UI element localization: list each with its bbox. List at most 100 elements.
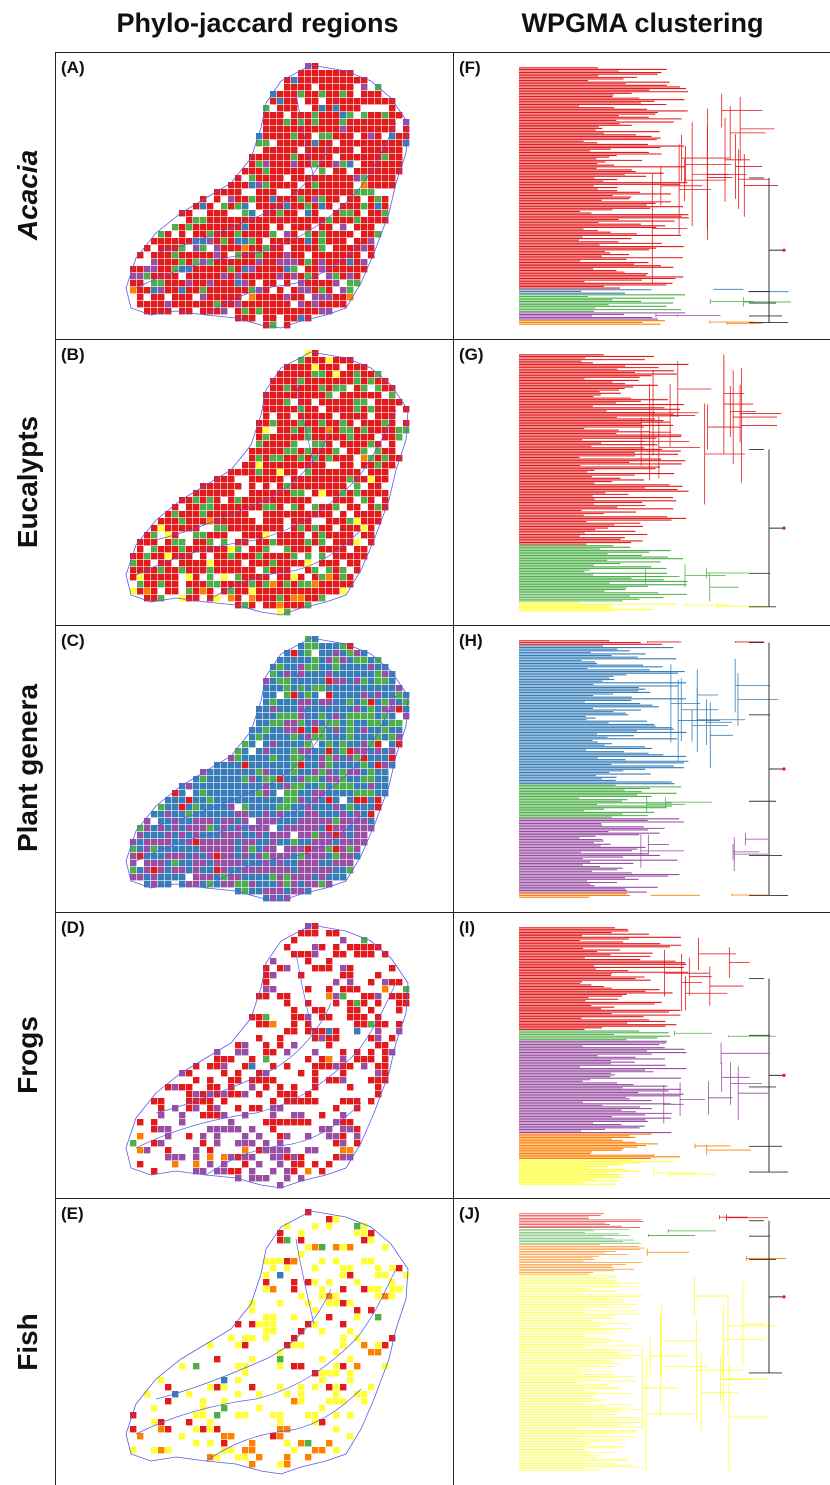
clade-orange [519,893,769,898]
clade-green [519,294,792,312]
row-label: Fish [0,1198,56,1485]
catchment-outline [125,64,409,329]
figure-grid: (A) (F) (B) (G) (C) (H) (D) (I) (E) (J) [55,52,830,1485]
clade-orange [519,1244,787,1275]
row-label-text: Frogs [12,1016,43,1094]
panel-letter: (J) [459,1204,480,1224]
panel-letter: (H) [459,631,483,651]
dendrogram-panel: (G) [453,338,830,626]
row-label-text: Fish [12,1312,43,1371]
catchment-outline [125,637,409,902]
clade-red [519,640,765,646]
map-grid-cells [130,636,410,902]
river-line [155,142,332,254]
dendrogram-panel: (J) [453,1198,830,1485]
clade-green [519,1030,776,1041]
root-marker [782,526,786,530]
tree-backbone [749,642,788,897]
clade-red [519,927,750,1030]
tree-backbone [749,177,788,323]
row-label: Acacia [0,52,56,339]
river-line [205,529,362,602]
tree-backbone [749,977,788,1173]
clade-green [519,784,712,818]
panel-letter: (F) [459,58,481,77]
clade-yellow [519,1275,777,1472]
river-line [295,952,315,1038]
river-line [295,379,315,465]
map-panel: (A) [55,52,453,339]
clade-blue [519,288,789,294]
panel-letter: (G) [459,344,484,364]
dendrogram [519,640,788,898]
region-map [125,636,410,902]
map-grid-cells [130,63,410,329]
river-line [155,716,332,827]
map-panel: (B) [55,338,453,626]
dendrogram [519,927,788,1185]
tree-backbone [749,448,786,607]
catchment-outline [125,924,409,1189]
river-line [135,122,397,289]
catchment-outline [125,351,409,616]
clade-red [519,353,782,545]
region-map [125,349,410,616]
clade-purple [519,312,721,320]
root-marker [782,767,786,771]
clade-green [519,1229,716,1244]
row-label: Eucalypts [0,339,56,626]
dendrogram-panel: (I) [453,911,830,1199]
root-marker [782,1073,786,1077]
right-column-header: WPGMA clustering [521,8,764,38]
map-panel: (C) [55,625,453,912]
panel-letter: (B) [61,344,85,364]
tree-backbone [749,1220,786,1374]
map-grid-cells [130,922,410,1189]
river-line [295,92,315,179]
region-map [125,1209,410,1475]
river-line [205,1389,362,1462]
clade-orange [519,1133,752,1159]
river-line [155,1289,332,1400]
row-label: Plant genera [0,625,56,912]
row-label-text: Eucalypts [12,415,43,549]
panel-letter: (C) [61,631,85,651]
region-map [125,922,410,1189]
dendrogram [519,67,792,325]
river-line [205,242,362,316]
root-marker [782,248,786,252]
dendrogram [519,353,786,612]
panel-letter: (D) [61,917,85,937]
row-label-text: Plant genera [12,684,43,853]
clade-green [519,544,750,602]
river-line [135,1269,397,1435]
river-line [135,696,397,862]
map-grid-cells [130,349,410,615]
root-marker [782,1295,786,1299]
dendrogram-panel: (H) [453,625,830,912]
panel-letter: (E) [61,1204,84,1224]
clade-purple [519,818,769,893]
clade-blue [519,645,779,785]
river-line [135,409,397,575]
clade-red [519,67,778,289]
clade-yellow [519,601,766,612]
river-line [205,1102,362,1176]
catchment-outline [125,1210,409,1475]
region-map [125,63,410,329]
river-line [295,666,315,752]
river-line [135,982,397,1149]
river-line [155,429,332,540]
river-line [155,1002,332,1114]
clade-purple [519,1040,770,1133]
clade-red [519,1213,769,1229]
left-column-header: Phylo-jaccard regions [116,8,399,38]
clade-yellow [519,1159,716,1185]
panel-letter: (I) [459,917,476,937]
row-label: Frogs [0,912,56,1199]
dendrogram-panel: (F) [453,52,830,339]
map-panel: (D) [55,911,453,1199]
river-line [295,1239,315,1325]
map-panel: (E) [55,1198,453,1485]
panel-letter: (A) [61,58,85,77]
